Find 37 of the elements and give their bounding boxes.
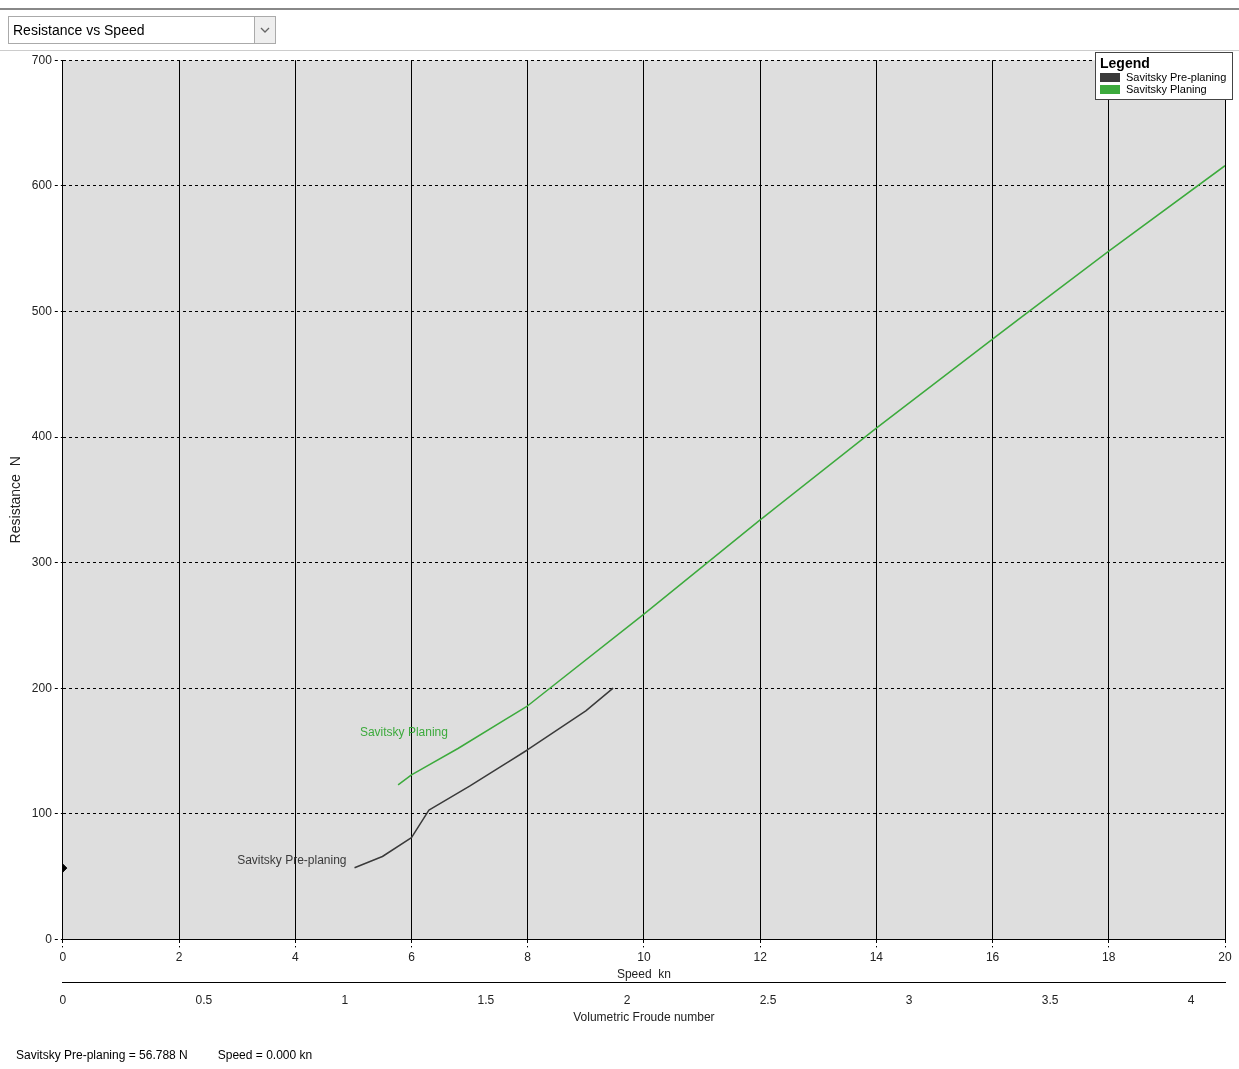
y-tick-label: 400 [31, 429, 53, 444]
y-tick-label: 600 [31, 178, 53, 193]
legend-label: Savitsky Pre-planing [1126, 71, 1227, 84]
x2-tick-label: 0 [59, 992, 67, 1007]
x2-axis-title: Volumetric Froude number [573, 1010, 715, 1025]
y-tick-label: 700 [31, 52, 53, 67]
x-tick-label: 16 [985, 949, 1000, 964]
x-tick-label: 12 [753, 949, 768, 964]
x2-tick-label: 2 [623, 992, 631, 1007]
legend-title: Legend [1100, 55, 1151, 72]
x2-tick-label: 0.5 [195, 992, 213, 1007]
y-tick-label: 500 [31, 303, 53, 318]
y-tick-label: 0 [45, 931, 53, 946]
x2-tick-label: 1.5 [477, 992, 495, 1007]
x-tick-label: 20 [1218, 949, 1232, 964]
x-tick-label: 4 [291, 949, 299, 964]
x-tick-label: 8 [524, 949, 532, 964]
x2-tick-label: 1 [341, 992, 349, 1007]
x2-tick-label: 3 [905, 992, 913, 1007]
y-tick-label: 100 [31, 806, 53, 821]
x-tick-label: 0 [59, 949, 67, 964]
text: Speed = 0.000 kn [217, 1048, 313, 1062]
legend-label: Savitsky Planing [1126, 83, 1207, 96]
x2-tick-label: 4 [1187, 992, 1195, 1007]
x-tick-label: 10 [637, 949, 651, 964]
x2-tick-label: 2.5 [759, 992, 777, 1007]
x2-tick-label: 3.5 [1041, 992, 1059, 1007]
x-tick-label: 18 [1102, 949, 1116, 964]
chart-title: Resistance vs Speed [13, 22, 145, 38]
y-tick-label: 200 [31, 680, 53, 695]
x-tick-label: 2 [175, 949, 183, 964]
text: Savitsky Pre-planing = 56.788 N [16, 1048, 188, 1062]
x-axis-title: Speed kn [616, 967, 671, 982]
y-axis-title: Resistance N [7, 456, 24, 544]
x-tick-label: 6 [408, 949, 416, 964]
x-tick-label: 14 [869, 949, 884, 964]
y-tick-label: 300 [31, 554, 53, 569]
